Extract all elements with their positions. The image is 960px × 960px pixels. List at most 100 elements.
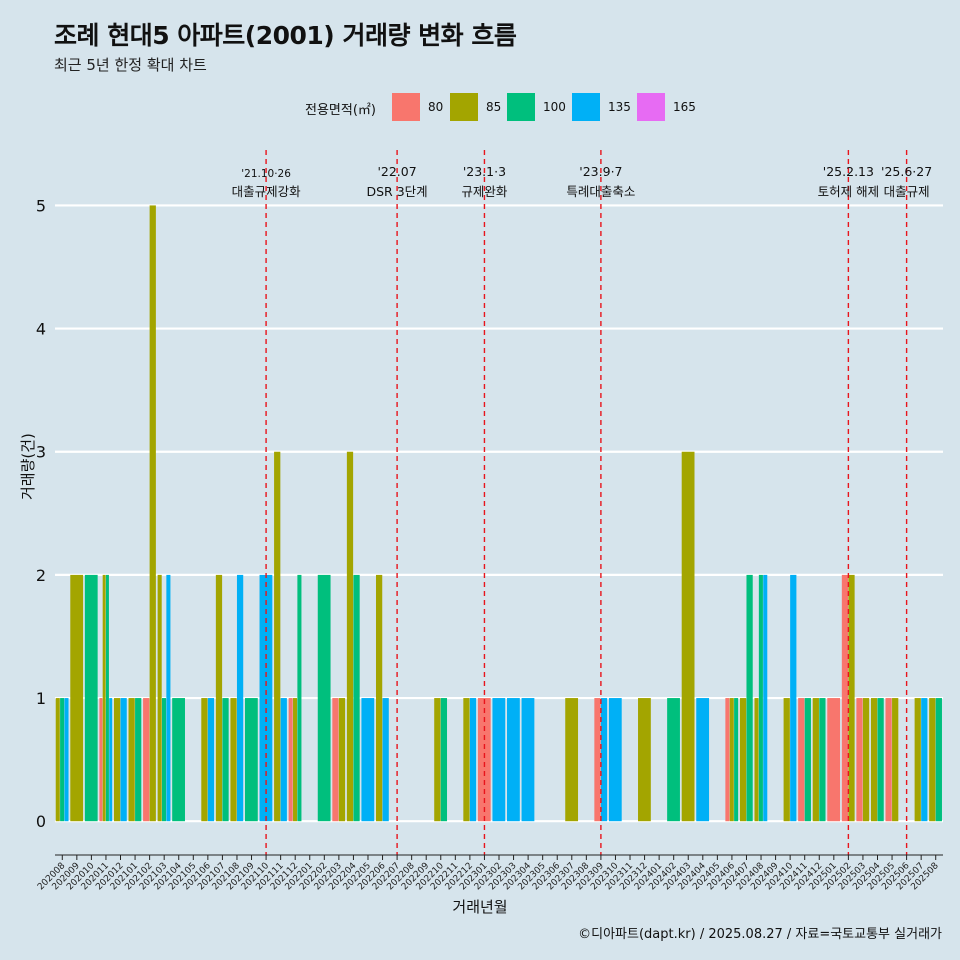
bar-202411-100 <box>804 698 811 822</box>
bar-202504-85 <box>870 698 878 822</box>
bar-202507-135 <box>921 698 928 822</box>
bar-202412-100 <box>819 698 826 822</box>
legend-label-80: 80 <box>428 100 444 114</box>
bar-202407-100 <box>746 574 753 822</box>
bar-202102-80 <box>143 698 150 822</box>
legend-swatch-100 <box>507 93 535 121</box>
bar-202212-135 <box>469 698 477 822</box>
bar-202504-100 <box>877 698 884 822</box>
bar-202112-100 <box>297 574 302 822</box>
bar-202502-85 <box>848 574 855 822</box>
bar-202309-80 <box>594 698 601 822</box>
bar-202212-85 <box>463 698 470 822</box>
bar-202112-85 <box>293 698 298 822</box>
bar-202402-100 <box>667 698 680 822</box>
annotation-date-202502: '25.2.13 <box>823 164 874 179</box>
bar-202503-80 <box>856 698 863 822</box>
bar-202011-135 <box>109 698 113 822</box>
legend-label-100: 100 <box>543 100 566 114</box>
bar-202108-135 <box>236 574 244 822</box>
bar-202410-85 <box>783 698 790 822</box>
y-tick-label-3: 3 <box>36 443 46 462</box>
source-caption: ©디아파트(dapt.kr) / 2025.08.27 / 자료=국토교통부 실… <box>578 927 942 942</box>
bar-202505-80 <box>885 698 892 822</box>
annotation-date-202110: '21.10·26 <box>241 168 291 180</box>
annotation-date-202301: '23.1·3 <box>463 164 506 179</box>
bar-202307-85 <box>565 698 579 822</box>
legend-label-85: 85 <box>486 100 502 114</box>
bar-202403-85 <box>681 451 695 822</box>
bar-202406-85 <box>729 698 734 822</box>
bar-202111-85 <box>274 451 281 822</box>
bar-202204-100 <box>353 574 360 822</box>
annotation-date-202309: '23.9·7 <box>579 164 622 179</box>
y-tick-label-0: 0 <box>36 812 46 831</box>
annotation-label-202110: 대출규제강화 <box>232 184 302 199</box>
legend: 전용면적(㎡) 80 85 100 135 165 <box>0 92 960 122</box>
annotation-date-202506: '25.6·27 <box>881 164 932 179</box>
bar-202011-85 <box>102 574 106 822</box>
bar-202106-85 <box>201 698 208 822</box>
bar-202408-100 <box>758 574 763 822</box>
bar-202112-80 <box>288 698 293 822</box>
bar-202206-135 <box>382 698 389 822</box>
bar-202408-85 <box>754 698 759 822</box>
chart-subtitle: 최근 5년 한정 확대 차트 <box>54 56 207 74</box>
bar-202204-85 <box>346 451 354 822</box>
bar-202107-100 <box>222 698 229 822</box>
bar-202508-100 <box>935 698 942 822</box>
bar-202103-135 <box>166 574 171 822</box>
bar-202302-135 <box>492 698 506 822</box>
chart-title: 조례 현대5 아파트(2001) 거래량 변화 흐름 <box>54 21 517 50</box>
bar-202309-135 <box>600 698 608 822</box>
bar-202108-85 <box>230 698 237 822</box>
bar-202101-100 <box>135 698 142 822</box>
annotation-label-202309: 특례대출축소 <box>566 184 635 199</box>
annotation-label-202301: 규제완화 <box>461 184 508 199</box>
bar-202407-85 <box>739 698 747 822</box>
bar-202203-80 <box>332 698 339 822</box>
bar-202012-135 <box>120 698 127 822</box>
bar-202205-135 <box>361 698 375 822</box>
bar-202010-100 <box>84 574 98 822</box>
bar-202301-80 <box>477 698 491 822</box>
bar-202012-85 <box>113 698 121 822</box>
bar-202508-85 <box>929 698 936 822</box>
annotation-label-202506: 대출규제 <box>884 184 930 199</box>
bar-202312-85 <box>638 698 651 822</box>
bar-202502-80 <box>841 574 849 822</box>
bar-202111-135 <box>280 698 287 822</box>
y-tick-label-2: 2 <box>36 566 46 585</box>
bar-202202-100 <box>317 574 331 822</box>
y-tick-label-5: 5 <box>36 196 46 215</box>
bar-202505-85 <box>892 698 899 822</box>
y-axis-ticks: 0 1 2 3 4 5 <box>36 196 46 831</box>
x-axis-label: 거래년월 <box>452 898 508 916</box>
bar-202103-100 <box>161 698 167 822</box>
bar-202412-85 <box>812 698 819 822</box>
legend-swatch-80 <box>392 93 420 121</box>
bar-202110-135 <box>259 574 273 822</box>
legend-swatch-85 <box>450 93 478 121</box>
legend-swatch-165 <box>637 93 665 121</box>
legend-title: 전용면적(㎡) <box>305 103 376 118</box>
bars <box>55 205 942 822</box>
bar-202104-100 <box>172 698 185 822</box>
legend-label-135: 135 <box>608 100 631 114</box>
bar-202107-85 <box>215 574 223 822</box>
y-axis-label: 거래량(건) <box>19 433 37 500</box>
bar-202210-85 <box>434 698 441 822</box>
bar-202303-135 <box>507 698 520 822</box>
y-tick-label-4: 4 <box>36 320 46 339</box>
bar-202109-100 <box>244 698 258 822</box>
bar-202103-85 <box>157 574 162 822</box>
bar-202507-85 <box>914 698 921 822</box>
y-tick-label-1: 1 <box>36 689 46 708</box>
bar-202310-135 <box>608 698 622 822</box>
bar-202102-85 <box>149 205 156 822</box>
bar-202206-85 <box>375 574 383 822</box>
legend-label-165: 165 <box>673 100 696 114</box>
bar-202501-80 <box>827 698 841 822</box>
bar-202210-100 <box>440 698 448 822</box>
